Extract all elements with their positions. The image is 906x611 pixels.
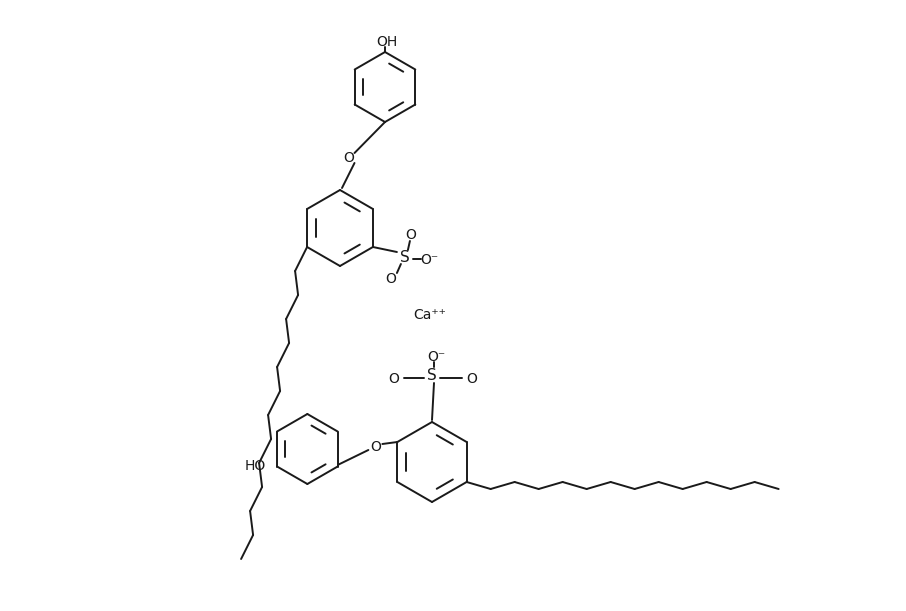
Text: OH: OH (376, 35, 398, 49)
Text: O: O (406, 228, 417, 242)
Text: O: O (343, 151, 354, 165)
Text: Ca⁺⁺: Ca⁺⁺ (413, 308, 447, 322)
Text: O: O (385, 272, 396, 286)
Text: S: S (427, 367, 437, 382)
Text: O: O (389, 372, 400, 386)
Text: O: O (370, 440, 381, 454)
Text: O: O (467, 372, 477, 386)
Text: O⁻: O⁻ (419, 253, 438, 267)
Text: S: S (400, 249, 410, 265)
Text: O⁻: O⁻ (427, 350, 445, 364)
Text: HO: HO (245, 459, 265, 474)
